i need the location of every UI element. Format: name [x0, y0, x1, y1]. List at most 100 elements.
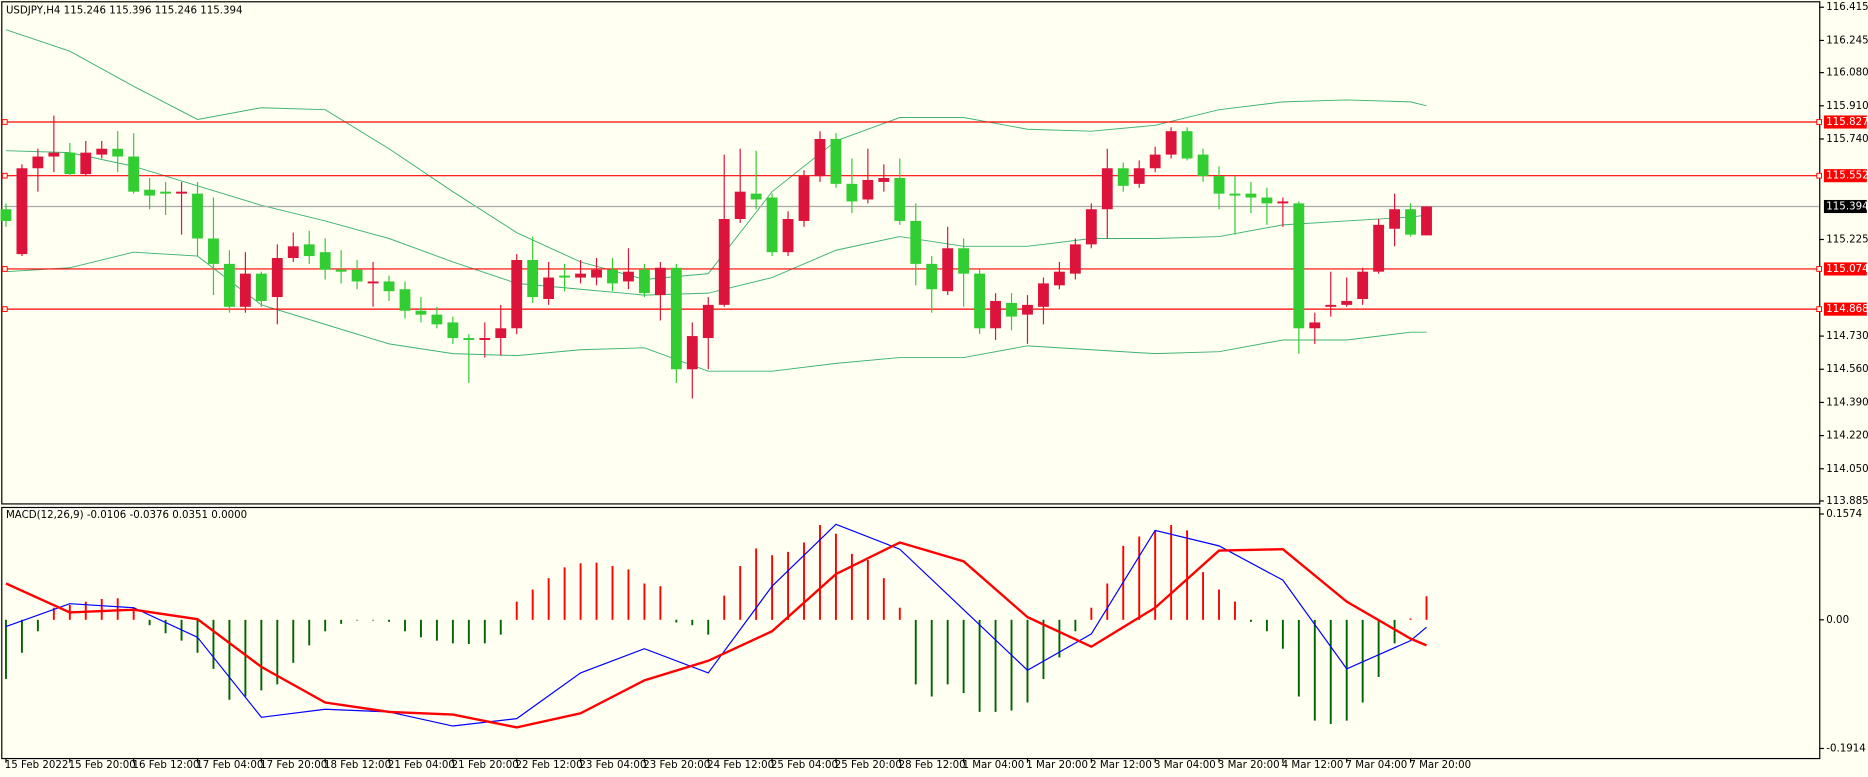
candle-body: [208, 238, 219, 264]
candle-body: [1357, 271, 1369, 300]
candle-body: [399, 289, 411, 311]
candle-body: [192, 193, 203, 239]
candle-body: [1213, 176, 1225, 194]
candle-body: [718, 218, 730, 305]
level-label: 114.868: [1826, 304, 1868, 315]
x-tick-label: 15 Feb 2022: [5, 760, 69, 771]
last-price-label: 115.394: [1826, 202, 1868, 213]
x-tick-label: 7 Mar 20:00: [1409, 760, 1471, 771]
candle-body: [654, 267, 666, 296]
level-anchor: [1816, 119, 1823, 125]
candle-body: [112, 148, 124, 157]
candle-body: [1261, 197, 1273, 204]
y-tick-label: 114.730: [1826, 331, 1868, 342]
y-tick-label: -0.1914: [1826, 743, 1865, 754]
candle-body: [878, 178, 890, 182]
y-tick-label: 0.00: [1826, 615, 1849, 626]
level-label-bg: [1823, 169, 1867, 183]
candle-body: [686, 336, 698, 370]
x-tick-label: 4 Mar 12:00: [1282, 760, 1344, 771]
x-tick-label: 22 Feb 12:00: [516, 760, 583, 771]
candle-body: [271, 258, 283, 298]
candle-body: [495, 328, 507, 339]
x-tick-label: 21 Feb 20:00: [452, 760, 519, 771]
x-tick-label: 3 Mar 04:00: [1154, 760, 1216, 771]
candle-body: [511, 259, 523, 329]
candle-body: [1181, 131, 1193, 159]
level-label-bg: [1823, 115, 1867, 129]
y-tick-label: 114.560: [1826, 364, 1868, 375]
candle-body: [543, 277, 555, 300]
candle-body: [1069, 244, 1081, 274]
candle-body: [798, 176, 810, 221]
candle-body: [734, 191, 746, 219]
level-label-bg: [1823, 302, 1867, 316]
candle-body: [80, 152, 92, 175]
candle-body: [1309, 322, 1321, 329]
y-tick-label: 115.225: [1826, 234, 1868, 245]
candle-body: [351, 269, 363, 282]
x-tick-label: 23 Feb 20:00: [643, 760, 710, 771]
candle-body: [814, 138, 826, 177]
x-tick-label: 28 Feb 12:00: [899, 760, 966, 771]
candle-body: [1053, 271, 1065, 286]
candle-body: [670, 267, 682, 370]
level-label: 115.552: [1826, 171, 1868, 182]
macd-line: [5, 523, 1427, 727]
level-anchor: [1, 266, 8, 272]
candle-body: [1373, 224, 1385, 272]
y-tick-label: 115.910: [1826, 101, 1868, 112]
candle-body: [1389, 209, 1401, 229]
x-tick-label: 7 Mar 04:00: [1346, 760, 1408, 771]
candle-body: [846, 183, 858, 202]
macd-header: MACD(12,26,9) -0.0106 -0.0376 0.0351 0.0…: [6, 510, 247, 521]
y-tick-label: 114.050: [1826, 464, 1868, 475]
bollinger-middle: [5, 150, 1427, 296]
candle-body: [160, 191, 172, 194]
candle-body: [926, 263, 938, 290]
y-tick-label: 116.245: [1826, 35, 1868, 46]
candle-body: [1101, 168, 1113, 210]
level-anchor: [1816, 172, 1823, 179]
candle-body: [383, 281, 395, 292]
candle-body: [591, 269, 602, 278]
candle-body: [638, 269, 650, 294]
candle-body: [1085, 209, 1097, 245]
candle-body: [16, 168, 28, 255]
candle-body: [303, 244, 315, 257]
x-tick-label: 25 Feb 20:00: [835, 760, 902, 771]
candle-body: [1325, 304, 1337, 307]
candle-body: [176, 191, 187, 194]
candle-body: [1022, 304, 1033, 315]
candle-body: [367, 281, 379, 284]
y-tick-label: 115.740: [1826, 134, 1868, 145]
candle-body: [144, 189, 156, 196]
candle-body: [415, 310, 427, 315]
level-label-bg: [1823, 262, 1867, 276]
x-tick-label: 3 Mar 20:00: [1218, 760, 1280, 771]
candle-body: [1293, 203, 1305, 329]
candle-body: [1421, 206, 1432, 236]
candle-body: [1197, 154, 1209, 177]
candle-body: [1245, 193, 1257, 198]
candle-body: [974, 273, 986, 329]
candle-body: [1149, 154, 1161, 169]
candle-body: [894, 178, 906, 221]
level-anchor: [1, 172, 8, 179]
candle-body: [255, 273, 267, 301]
x-tick-label: 25 Feb 04:00: [771, 760, 838, 771]
candle-body: [1006, 302, 1017, 317]
candle-body: [607, 269, 618, 284]
candle-body: [527, 259, 539, 298]
x-tick-label: 18 Feb 12:00: [324, 760, 391, 771]
candle-body: [862, 179, 874, 200]
candle-body: [64, 152, 76, 175]
x-tick-label: 2 Mar 12:00: [1090, 760, 1152, 771]
candle-body: [559, 275, 571, 278]
level-anchor: [1, 306, 8, 313]
candle-body: [1229, 193, 1241, 196]
y-tick-label: 0.1574: [1826, 509, 1862, 520]
candle-body: [223, 263, 235, 307]
